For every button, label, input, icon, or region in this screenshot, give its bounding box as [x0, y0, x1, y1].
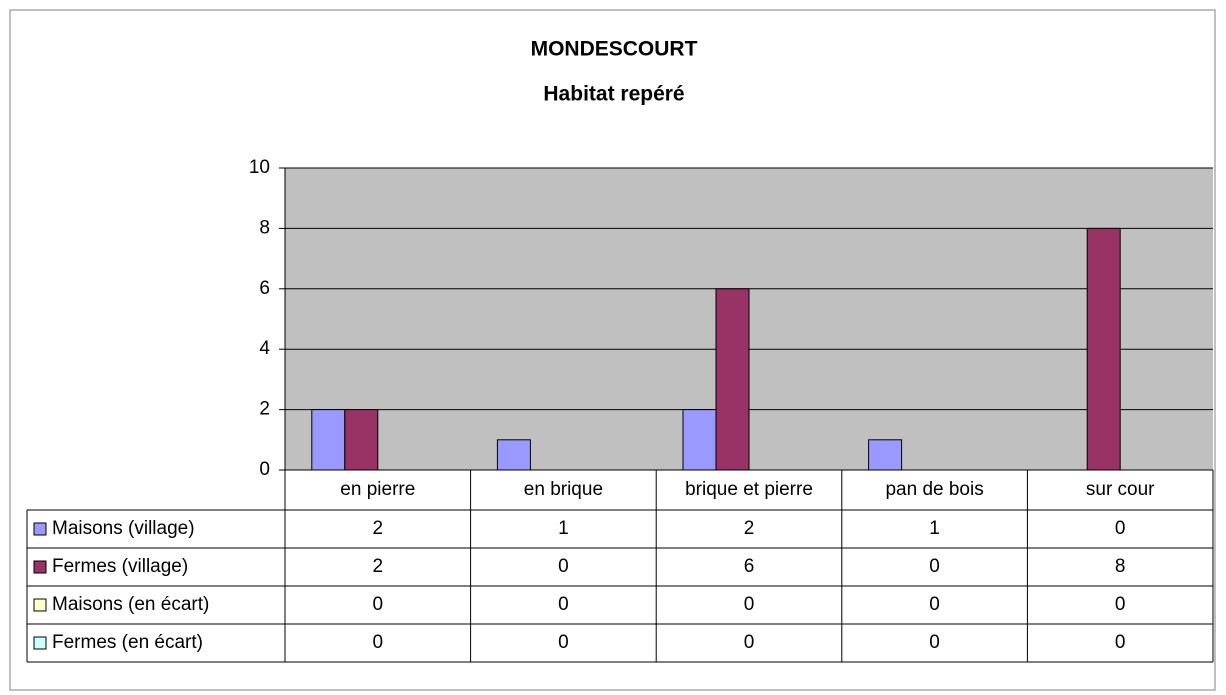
table-value: 0 [558, 632, 569, 653]
table-value: 0 [558, 594, 569, 615]
table-value: 0 [1115, 594, 1126, 615]
table-value: 0 [929, 632, 940, 653]
legend-swatch [33, 560, 47, 574]
table-value: 0 [744, 594, 755, 615]
table-value: 8 [1115, 556, 1126, 577]
y-tick-label: 2 [259, 399, 270, 420]
table-value: 2 [373, 556, 384, 577]
table-value: 2 [744, 518, 755, 539]
chart-subtitle: Habitat repéré [543, 83, 684, 106]
legend-swatch [33, 598, 47, 612]
x-tick-label: brique et pierre [685, 479, 813, 500]
legend-label: Fermes (village) [52, 556, 188, 577]
y-tick-label: 6 [259, 278, 270, 299]
table-value: 6 [744, 556, 755, 577]
x-tick-label: en brique [524, 479, 603, 500]
legend-label: Maisons (en écart) [52, 594, 209, 615]
y-tick-label: 10 [249, 157, 270, 178]
legend-label: Maisons (village) [52, 518, 195, 539]
table-value: 2 [373, 518, 384, 539]
bar [715, 288, 750, 471]
bar [682, 409, 717, 471]
table-value: 0 [744, 632, 755, 653]
table-value: 0 [1115, 632, 1126, 653]
table-value: 0 [373, 594, 384, 615]
legend-label: Fermes (en écart) [52, 632, 203, 653]
bar [496, 439, 531, 471]
legend-swatch [33, 636, 47, 650]
y-tick-label: 0 [259, 459, 270, 480]
legend-swatch [33, 522, 47, 536]
x-tick-label: en pierre [340, 479, 415, 500]
bar [1086, 227, 1121, 471]
table-value: 1 [929, 518, 940, 539]
x-tick-label: sur cour [1086, 479, 1155, 500]
bar [344, 409, 379, 471]
chart-title: MONDESCOURT [531, 38, 698, 61]
table-value: 0 [373, 632, 384, 653]
table-value: 0 [929, 556, 940, 577]
bar [868, 439, 903, 471]
x-tick-label: pan de bois [885, 479, 983, 500]
y-tick-label: 4 [259, 338, 270, 359]
table-value: 1 [558, 518, 569, 539]
table-value: 0 [1115, 518, 1126, 539]
bar [311, 409, 346, 471]
table-value: 0 [558, 556, 569, 577]
table-value: 0 [929, 594, 940, 615]
y-tick-label: 8 [259, 217, 270, 238]
